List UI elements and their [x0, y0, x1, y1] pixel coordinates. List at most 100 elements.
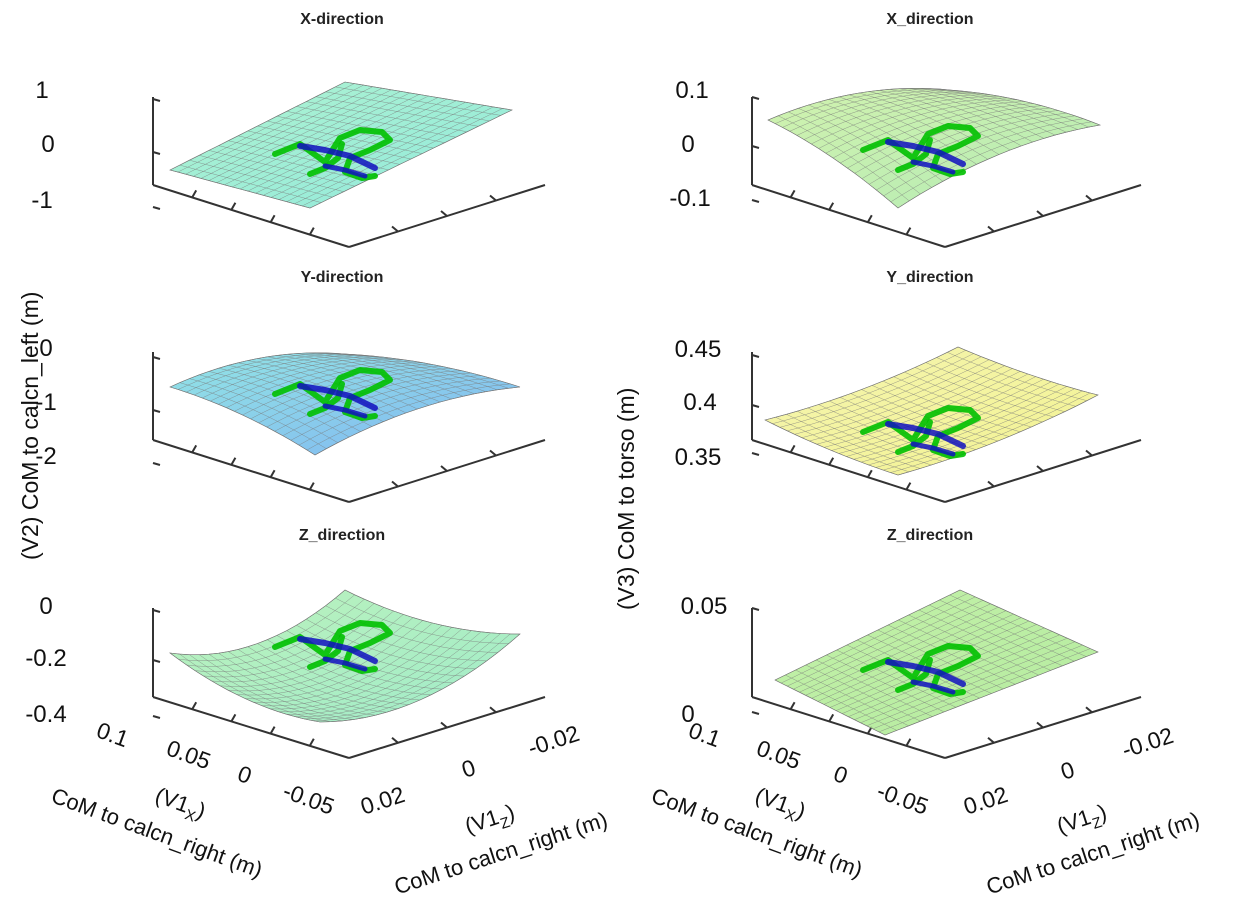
- mesh-line: [335, 597, 509, 644]
- mesh-line: [335, 353, 509, 389]
- mesh-line: [311, 633, 511, 721]
- ytick-5-1: 0: [458, 754, 478, 783]
- x-axis-line: [751, 184, 946, 248]
- mesh-line: [866, 641, 1076, 727]
- ztick-1-top: 1: [35, 77, 48, 104]
- mesh-line: [883, 390, 1083, 471]
- z-tick-mark: [152, 356, 161, 360]
- surface-fill: [764, 346, 1099, 476]
- mesh-line: [344, 353, 521, 388]
- x-axis-line: [152, 439, 350, 503]
- x-tick-mark: [269, 726, 276, 735]
- x-tick-mark: [269, 214, 276, 223]
- mesh-line: [957, 346, 1099, 396]
- x-tick-mark: [789, 701, 796, 710]
- z-tick-mark: [751, 404, 760, 408]
- mesh-line: [314, 386, 521, 456]
- ztick-2-bottom: -0.1: [669, 185, 710, 212]
- ytick-6-0: 0.02: [960, 781, 1011, 820]
- x-tick-mark: [789, 189, 796, 198]
- ztick-5-bottom: -0.4: [25, 701, 66, 728]
- y-tick-mark: [1085, 449, 1093, 457]
- trajectory-blue: [885, 659, 966, 687]
- ztick-3-mid: -1: [35, 389, 56, 416]
- trajectory-blue-2: [322, 163, 368, 179]
- ztick-2-top: 0.1: [675, 77, 708, 104]
- chart-title-4: Y_direction: [886, 269, 973, 286]
- surface-panels: [152, 81, 1142, 759]
- y-tick-mark: [391, 225, 399, 233]
- mesh-line: [875, 388, 1075, 468]
- xtick-6-2: 0: [830, 760, 851, 789]
- surface-panel-1: [152, 81, 546, 248]
- ytick-6-1: 0: [1057, 756, 1077, 785]
- x-tick-mark: [828, 202, 835, 211]
- y-tick-mark: [987, 480, 995, 488]
- y-tick-mark: [391, 480, 399, 488]
- ylabel-5-prefix: (V1: [462, 804, 502, 838]
- trajectory-blue: [297, 636, 378, 664]
- mesh-line: [344, 81, 513, 111]
- xtick-5-2: 0: [234, 760, 255, 789]
- trajectory-blue: [885, 139, 966, 167]
- z-tick-mark: [152, 462, 161, 466]
- mesh-line: [290, 377, 491, 441]
- mesh-line: [872, 644, 1083, 730]
- y-tick-mark: [1036, 210, 1044, 217]
- x-tick-mark: [269, 469, 276, 478]
- xtick-5-0: 0.1: [93, 717, 132, 752]
- chart-title-5: Z_direction: [299, 527, 385, 544]
- mesh-line: [897, 394, 1099, 476]
- mesh-line: [949, 89, 1101, 126]
- z-tick-mark: [152, 98, 161, 102]
- z-tick-mark: [152, 206, 161, 210]
- mesh-line: [890, 392, 1091, 473]
- xtick-5-3: -0.05: [280, 777, 338, 819]
- ztick-4-top: 0.45: [675, 336, 722, 363]
- x-axis-line: [751, 439, 946, 503]
- x-tick-mark: [866, 469, 873, 478]
- ztick-3-bottom: -2: [35, 443, 56, 470]
- x-tick-mark: [230, 457, 237, 466]
- x-tick-mark: [230, 202, 237, 211]
- ztick-1-mid: 0: [41, 131, 54, 158]
- mesh-line: [325, 605, 498, 653]
- y-tick-mark: [440, 721, 448, 729]
- mesh-line: [286, 105, 485, 202]
- mesh-line: [929, 88, 1078, 130]
- z-tick-mark: [751, 452, 760, 456]
- y-tick-mark: [391, 736, 399, 744]
- mesh-line: [876, 115, 1076, 191]
- ytick-6-2: -0.02: [1119, 722, 1177, 763]
- mesh-line: [344, 589, 521, 635]
- x-tick-mark: [789, 444, 796, 453]
- trajectory-blue-2: [910, 159, 956, 175]
- z-tick-mark: [152, 609, 161, 613]
- mesh-line: [959, 589, 1099, 653]
- mesh-line: [303, 633, 501, 719]
- ylabel-6: (V1Z) CoM to calcn_right (m): [983, 799, 1202, 899]
- mesh-line: [897, 124, 1101, 209]
- z-tick-mark: [152, 151, 161, 155]
- mesh-line: [325, 91, 490, 122]
- mesh-line: [295, 632, 491, 717]
- chart-title-1: X-direction: [300, 11, 384, 28]
- mesh-line: [884, 651, 1099, 736]
- x-axis-line: [751, 696, 946, 759]
- trajectory-blue: [297, 143, 378, 171]
- z-tick-mark: [751, 145, 760, 149]
- mesh-line: [306, 383, 511, 451]
- surface-panel-4: [751, 346, 1142, 503]
- y-tick-mark: [440, 210, 448, 217]
- x-tick-mark: [905, 482, 912, 491]
- x-tick-mark: [230, 713, 237, 722]
- y-tick-mark: [1036, 465, 1044, 472]
- x-axis-line: [152, 184, 350, 248]
- surface-panel-6: [751, 589, 1142, 759]
- mesh-line: [890, 121, 1092, 203]
- x-tick-mark: [905, 227, 912, 236]
- mesh-line: [309, 109, 513, 209]
- y-tick-mark: [1085, 194, 1093, 202]
- ztick-3-top: 0: [39, 335, 52, 362]
- mesh-line: [302, 108, 503, 207]
